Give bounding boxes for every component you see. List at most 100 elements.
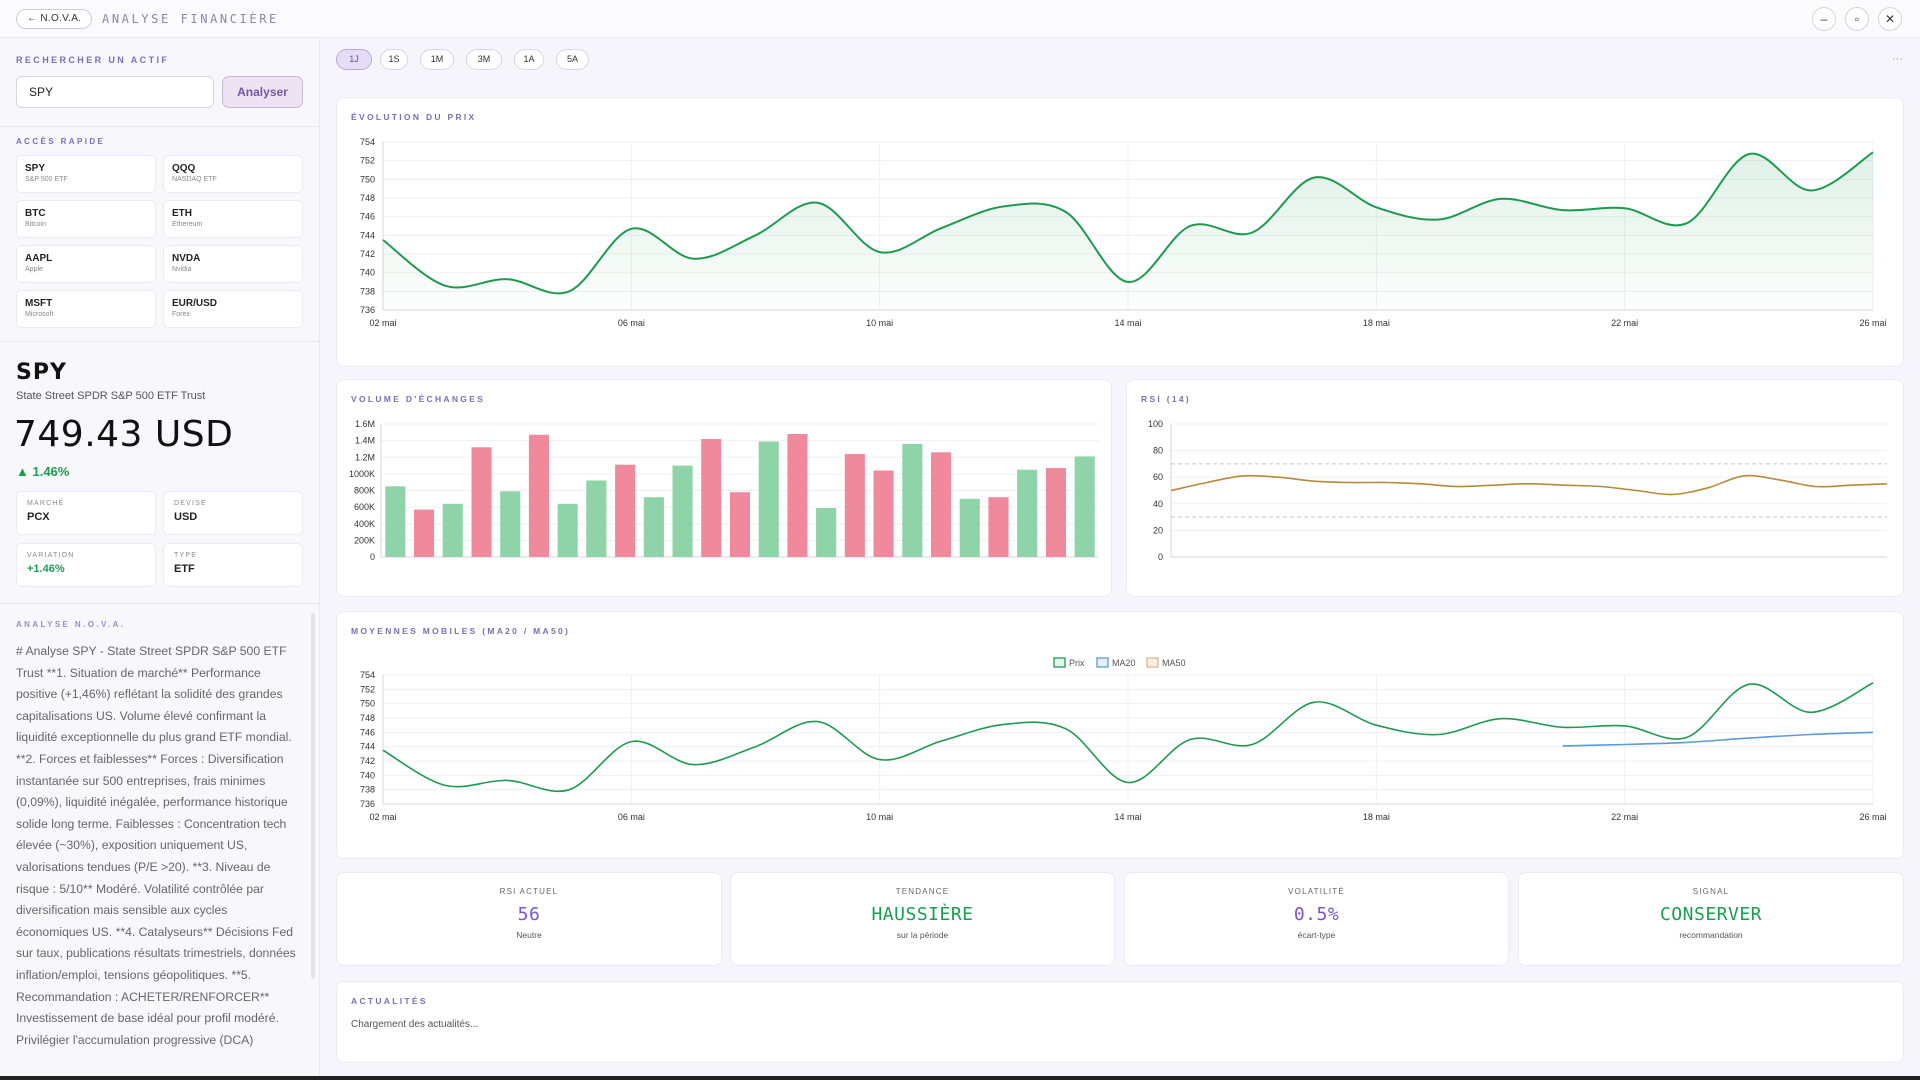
- y-tick-label: 600K: [354, 502, 375, 512]
- y-tick-label: 80: [1153, 446, 1163, 456]
- x-tick-label: 06 mai: [618, 318, 645, 328]
- analysis-scrollbar[interactable]: [311, 613, 315, 978]
- info-label: TYPE: [174, 552, 198, 559]
- y-tick-label: 746: [360, 727, 375, 737]
- y-tick-label: 1.4M: [355, 436, 375, 446]
- x-tick-label: 22 mai: [1611, 318, 1638, 328]
- info-label: MARCHÉ: [27, 500, 65, 507]
- price-chart: 736 738 740 742 744 746 748 750 752 754 02 mai 06 m…: [360, 137, 1887, 328]
- quick-item-qqq[interactable]: QQQ NASDAQ ETF: [163, 155, 303, 193]
- volume-bar: [643, 497, 664, 557]
- stat-sub: écart-type: [1297, 930, 1336, 940]
- quick-item-spy[interactable]: SPY S&P 500 ETF: [16, 155, 156, 193]
- stat-value: CONSERVER: [1659, 904, 1763, 925]
- period-1a[interactable]: 1A: [514, 49, 544, 70]
- asset-price: 749.43 USD: [14, 414, 234, 455]
- quick-item-eurusd[interactable]: EUR/USD Forex: [163, 290, 303, 328]
- volume-bar: [701, 439, 722, 557]
- ma-chart-title: MOYENNES MOBILES (MA20 / MA50): [351, 626, 571, 636]
- volume-chart: 0 200K 400K 600K 800K 1000K 1.2M 1.4M 1.6M: [349, 419, 1099, 562]
- y-tick-label: 400K: [354, 519, 375, 529]
- x-tick-label: 14 mai: [1114, 318, 1141, 328]
- quick-item-nvda[interactable]: NVDA Nvidia: [163, 245, 303, 283]
- quick-item-symbol: EUR/USD: [172, 298, 218, 309]
- quick-item-eth[interactable]: ETH Ethereum: [163, 200, 303, 238]
- volume-bar: [988, 497, 1009, 557]
- close-icon[interactable]: ✕: [1878, 7, 1902, 31]
- divider: [0, 126, 319, 127]
- volume-bar: [1074, 456, 1095, 557]
- asset-name: State Street SPDR S&P 500 ETF Trust: [16, 390, 206, 402]
- quick-item-aapl[interactable]: AAPL Apple: [16, 245, 156, 283]
- period-1m[interactable]: 1M: [420, 49, 454, 70]
- x-tick-label: 18 mai: [1363, 812, 1390, 822]
- y-tick-label: 750: [360, 699, 375, 709]
- quick-access-grid: SPY S&P 500 ETF QQQ NASDAQ ETF BTC Bitcoin …: [16, 155, 303, 328]
- more-options-icon[interactable]: ···: [1892, 53, 1903, 65]
- title-bar: ← N.O.V.A. ANALYSE FINANCIÈRE – ▫ ✕: [0, 0, 1920, 38]
- stat-sub: recommandation: [1679, 930, 1743, 940]
- stat-label: TENDANCE: [895, 887, 950, 896]
- quick-item-symbol: ETH: [172, 208, 192, 219]
- legend-swatch: [1053, 657, 1066, 668]
- quick-item-name: Apple: [25, 266, 43, 273]
- volume-bar: [729, 492, 750, 557]
- y-tick-label: 746: [360, 212, 375, 222]
- y-tick-label: 740: [360, 770, 375, 780]
- x-tick-label: 02 mai: [369, 812, 396, 822]
- minimize-icon[interactable]: –: [1812, 7, 1836, 31]
- asset-info-grid: MARCHÉ PCX DEVISE USD VARIATION +1.46% TYPE…: [16, 491, 303, 587]
- y-tick-label: 0: [370, 552, 375, 562]
- x-tick-label: 06 mai: [618, 812, 645, 822]
- volume-bar: [615, 464, 636, 557]
- volume-bar: [385, 486, 406, 557]
- stat-value: 0.5%: [1293, 904, 1340, 925]
- period-1j[interactable]: 1J: [336, 49, 372, 70]
- x-tick-label: 22 mai: [1611, 812, 1638, 822]
- rsi-chart: 0 20 40 60 80 100: [1148, 419, 1888, 562]
- period-5a[interactable]: 5A: [556, 49, 589, 70]
- volume-bar: [471, 447, 492, 557]
- search-label: RECHERCHER UN ACTIF: [16, 55, 170, 65]
- volume-bar: [414, 509, 435, 557]
- quick-item-symbol: QQQ: [172, 163, 196, 174]
- period-1s[interactable]: 1S: [380, 49, 408, 70]
- y-tick-label: 754: [360, 670, 375, 680]
- stat-rsi-card: RSI ACTUEL 56 Neutre: [336, 872, 722, 966]
- volume-bar: [1017, 469, 1038, 557]
- ma-chart: 736 738 740 742 744 746 748 750 752 754 02 mai 06 m…: [360, 657, 1887, 822]
- y-tick-label: 0: [1158, 552, 1163, 562]
- quick-item-btc[interactable]: BTC Bitcoin: [16, 200, 156, 238]
- y-tick-label: 738: [360, 286, 375, 296]
- y-tick-label: 754: [360, 137, 375, 147]
- quick-item-name: Ethereum: [172, 221, 203, 228]
- y-tick-label: 752: [360, 156, 375, 166]
- rsi-chart-card: RSI (14) 0 20 40 60 80 100: [1126, 379, 1904, 597]
- volume-bar: [787, 434, 808, 557]
- window-bottom-edge: [0, 1076, 1920, 1080]
- back-button[interactable]: ← N.O.V.A.: [16, 9, 93, 29]
- y-tick-label: 748: [360, 713, 375, 723]
- divider: [0, 603, 319, 604]
- series-line: [382, 151, 1874, 295]
- ma-chart-card: MOYENNES MOBILES (MA20 / MA50) 736 738 740…: [336, 611, 1904, 859]
- y-tick-label: 744: [360, 230, 375, 240]
- analyse-button[interactable]: Analyser: [222, 76, 303, 108]
- search-input[interactable]: [16, 76, 214, 108]
- y-tick-label: 100: [1148, 419, 1163, 429]
- rsi-chart-title: RSI (14): [1141, 394, 1192, 404]
- volume-bar: [442, 503, 463, 557]
- y-tick-label: 738: [360, 785, 375, 795]
- legend-label: MA50: [1162, 658, 1186, 668]
- maximize-icon[interactable]: ▫: [1845, 7, 1869, 31]
- legend-label: Prix: [1069, 658, 1085, 668]
- volume-bar: [959, 498, 980, 557]
- info-currency: DEVISE USD: [163, 491, 303, 535]
- period-3m[interactable]: 3M: [466, 49, 502, 70]
- stat-signal-card: SIGNAL CONSERVER recommandation: [1518, 872, 1904, 966]
- quick-item-msft[interactable]: MSFT Microsoft: [16, 290, 156, 328]
- x-tick-label: 02 mai: [369, 318, 396, 328]
- quick-item-name: NASDAQ ETF: [172, 176, 217, 183]
- quick-access-label: ACCÈS RAPIDE: [16, 137, 106, 146]
- stat-label: VOLATILITÉ: [1288, 887, 1345, 896]
